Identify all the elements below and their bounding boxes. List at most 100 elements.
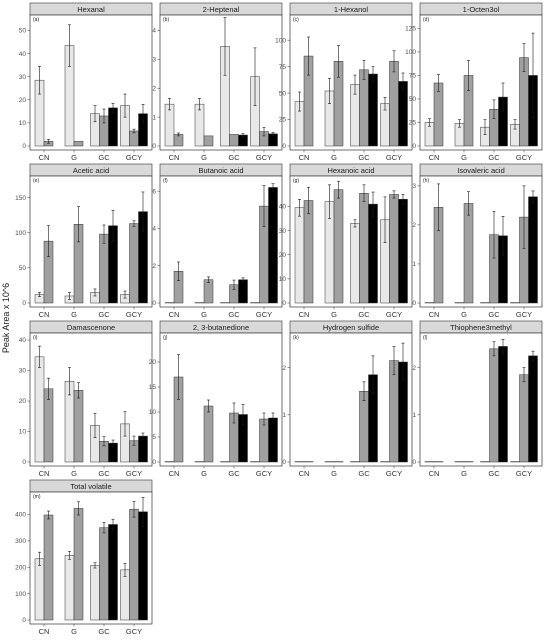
- y-tick-label: 50: [409, 96, 417, 103]
- panel-title: Damascenone: [67, 323, 115, 332]
- x-category-label: GC: [98, 153, 110, 162]
- panel-tag: (e): [33, 178, 39, 184]
- bar: [489, 348, 499, 463]
- y-tick-label: 0: [282, 143, 286, 150]
- bar: [368, 203, 378, 304]
- x-category-label: G: [331, 310, 337, 319]
- y-tick-label: 0: [22, 459, 26, 466]
- y-tick-label: 1: [152, 114, 156, 121]
- y-tick-label: 0: [152, 459, 156, 466]
- y-tick-label: 75: [279, 64, 287, 71]
- x-category-label: GCY: [126, 469, 142, 478]
- x-category-label: GCY: [126, 153, 142, 162]
- bar: [99, 233, 109, 304]
- panel-6: Butanoic acid (f) 0 2 4 6 CN G GC GCY: [152, 163, 283, 319]
- x-category-label: GC: [488, 310, 500, 319]
- bar: [519, 374, 529, 463]
- y-tick-label: 2: [152, 263, 156, 270]
- bar: [389, 194, 399, 304]
- bar: [120, 569, 130, 621]
- x-category-label: GCY: [516, 310, 532, 319]
- y-tick-label: 0: [282, 459, 286, 466]
- y-tick-label: 6: [152, 188, 156, 195]
- x-category-label: GC: [228, 153, 240, 162]
- x-category-label: GCY: [256, 153, 272, 162]
- y-tick-label: 400: [15, 512, 26, 519]
- panel-13: Total volatile (m) 0 100 200 300 400 CN G GC GCY: [15, 479, 153, 636]
- y-tick-label: 150: [15, 195, 26, 202]
- y-tick-label: 125: [405, 26, 416, 33]
- x-category-label: G: [71, 153, 77, 162]
- bar: [528, 196, 538, 304]
- y-tick-label: 0: [152, 143, 156, 150]
- panel-2: 2-Heptenal (b) 0 1 2 3 4 CN G GC GCY: [152, 2, 283, 162]
- y-tick-label: 1: [412, 412, 416, 419]
- y-tick-label: 3: [152, 57, 156, 64]
- panel-title: Total volatile: [70, 482, 111, 491]
- y-tick-label: 0: [412, 300, 416, 307]
- panel-tag: (i): [33, 335, 38, 341]
- bar: [528, 355, 538, 463]
- y-tick-label: 4: [152, 28, 156, 35]
- bar: [73, 390, 84, 463]
- panel-tag: (g): [293, 178, 299, 184]
- y-tick-label: 300: [15, 538, 26, 545]
- panel-tag: (b): [163, 17, 169, 23]
- panel-tag: (c): [293, 17, 299, 23]
- panel-11: Hydrogen sulfide (k) 0 1 2 CN G GC GCY: [282, 320, 413, 478]
- bar: [138, 511, 148, 621]
- x-category-label: G: [461, 469, 467, 478]
- x-category-label: GC: [228, 310, 240, 319]
- y-tick-label: 2: [412, 365, 416, 372]
- y-tick-label: 0: [22, 300, 26, 307]
- bar: [43, 514, 54, 621]
- x-category-label: GC: [488, 469, 500, 478]
- bar: [268, 417, 278, 463]
- panel-title: 1-Hexanol: [334, 5, 369, 14]
- bar: [359, 193, 369, 304]
- bar: [433, 82, 444, 147]
- y-tick-label: 2: [412, 222, 416, 229]
- x-category-label: CN: [429, 153, 440, 162]
- y-tick-label: 0: [22, 617, 26, 624]
- x-category-label: G: [201, 153, 207, 162]
- y-tick-label: 2: [152, 85, 156, 92]
- y-tick-label: 10: [279, 276, 287, 283]
- x-category-label: GC: [228, 469, 240, 478]
- y-tick-label: 1: [412, 261, 416, 268]
- y-tick-label: 40: [19, 51, 27, 58]
- panel-title: Isovaleric acid: [457, 166, 505, 175]
- panel-tag: (f): [163, 178, 168, 184]
- x-category-label: GC: [358, 153, 370, 162]
- y-tick-label: 50: [19, 28, 27, 35]
- bar: [129, 130, 139, 147]
- panel-title: Hydrogen sulfide: [323, 323, 379, 332]
- y-tick-label: 25: [279, 117, 287, 124]
- x-category-label: GCY: [386, 469, 402, 478]
- x-category-label: G: [201, 469, 207, 478]
- panel-title: Acetic acid: [73, 166, 109, 175]
- y-tick-label: 20: [19, 97, 27, 104]
- x-category-label: CN: [429, 310, 440, 319]
- y-tick-label: 0: [282, 300, 286, 307]
- bar: [90, 565, 100, 621]
- x-category-label: GC: [98, 627, 110, 636]
- x-category-label: CN: [39, 153, 50, 162]
- y-tick-label: 40: [279, 204, 287, 211]
- y-tick-label: 50: [279, 90, 287, 97]
- y-tick-label: 3: [412, 183, 416, 190]
- bar: [268, 133, 278, 147]
- bar: [138, 435, 148, 463]
- x-category-label: G: [71, 469, 77, 478]
- bar: [99, 527, 109, 621]
- panel-tag: (l): [423, 335, 428, 341]
- panel-tag: (k): [293, 335, 299, 341]
- x-category-label: GCY: [516, 469, 532, 478]
- x-category-label: GCY: [256, 310, 272, 319]
- panel-4: 1-Octen3ol (d) 0 25 50 75 100 125 CN G GC GCY: [405, 2, 543, 162]
- y-tick-label: 0: [152, 300, 156, 307]
- x-category-label: CN: [299, 153, 310, 162]
- bar: [389, 61, 399, 147]
- x-category-label: CN: [429, 469, 440, 478]
